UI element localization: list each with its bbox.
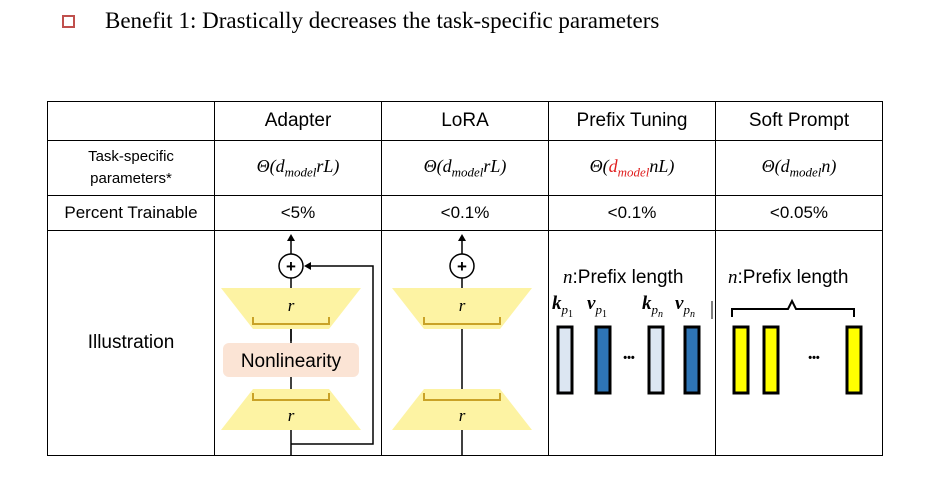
slide-title: Benefit 1: Drastically decreases the tas…: [62, 6, 659, 36]
svg-text:n:Prefix length: n:Prefix length: [728, 267, 848, 288]
bullet-square-icon: [62, 14, 75, 28]
svg-text:vpn: vpn: [675, 293, 695, 320]
bracket-icon: [731, 298, 855, 317]
key-vector-n: [647, 325, 665, 395]
prompt-token-n: [845, 325, 863, 395]
comparison-table: Adapter LoRA Prefix Tuning Soft Prompt T…: [47, 101, 883, 456]
arrow-up-icon: [458, 234, 466, 241]
percent-lora: <0.1%: [381, 195, 549, 231]
ellipsis-icon: •••: [808, 352, 820, 364]
svg-text:n:Prefix length: n:Prefix length: [563, 267, 683, 288]
down-projection-trapezoid: [221, 288, 361, 329]
svg-text:vp1: vp1: [587, 293, 607, 320]
svg-text:kpn: kpn: [642, 293, 663, 320]
param-row: Task-specific parameters* Θ(dmodelrL) Θ(d…: [47, 140, 883, 196]
prefix-tuning-illustration: n:Prefix length kp1 vp1 kpn vpn •••: [548, 230, 716, 456]
value-vector-1: [594, 325, 612, 395]
percent-prefix-tuning: <0.1%: [548, 195, 716, 231]
header-soft-prompt: Soft Prompt: [715, 101, 883, 141]
header-adapter: Adapter: [214, 101, 382, 141]
header-empty: [47, 101, 215, 141]
lora-illustration: + r r: [381, 230, 549, 456]
adapter-illustration: + r Nonlinearity r: [214, 230, 382, 456]
illustration-row: Illustration + r Nonlinearity r: [47, 230, 883, 456]
arrow-up-icon: [287, 234, 295, 241]
svg-text:r: r: [288, 406, 295, 425]
header-row: Adapter LoRA Prefix Tuning Soft Prompt: [47, 101, 883, 141]
key-vector-1: [556, 325, 574, 395]
param-lora: Θ(dmodelrL): [381, 140, 549, 196]
svg-text:+: +: [457, 257, 467, 276]
prompt-token-1: [732, 325, 750, 395]
percent-row-label: Percent Trainable: [47, 195, 215, 231]
svg-text:Nonlinearity: Nonlinearity: [241, 351, 342, 372]
percent-soft-prompt: <0.05%: [715, 195, 883, 231]
nonlinearity-box: [223, 343, 359, 377]
svg-text:r: r: [288, 296, 295, 315]
svg-text:kp1: kp1: [552, 293, 573, 320]
svg-text:+: +: [286, 257, 296, 276]
header-prefix-tuning: Prefix Tuning: [548, 101, 716, 141]
svg-text:r: r: [459, 296, 466, 315]
illustration-row-label: Illustration: [47, 230, 215, 456]
title-text: Benefit 1: Drastically decreases the tas…: [105, 8, 660, 33]
percent-adapter: <5%: [214, 195, 382, 231]
svg-text:r: r: [459, 406, 466, 425]
param-soft-prompt: Θ(dmodeln): [715, 140, 883, 196]
value-vector-n: [683, 325, 701, 395]
ellipsis-icon: •••: [623, 352, 635, 364]
param-prefix-tuning: Θ(dmodelnL): [548, 140, 716, 196]
lora-a-trapezoid: [392, 288, 532, 329]
plus-circle-icon: [278, 253, 304, 279]
arrow-left-icon: [304, 262, 311, 270]
param-adapter: Θ(dmodelrL): [214, 140, 382, 196]
soft-prompt-illustration: n:Prefix length •••: [715, 230, 883, 456]
plus-circle-icon: [449, 253, 475, 279]
param-row-label: Task-specific parameters*: [47, 140, 215, 196]
prompt-token-2: [762, 325, 780, 395]
percent-row: Percent Trainable <5% <0.1% <0.1% <0.05%: [47, 195, 883, 231]
header-lora: LoRA: [381, 101, 549, 141]
